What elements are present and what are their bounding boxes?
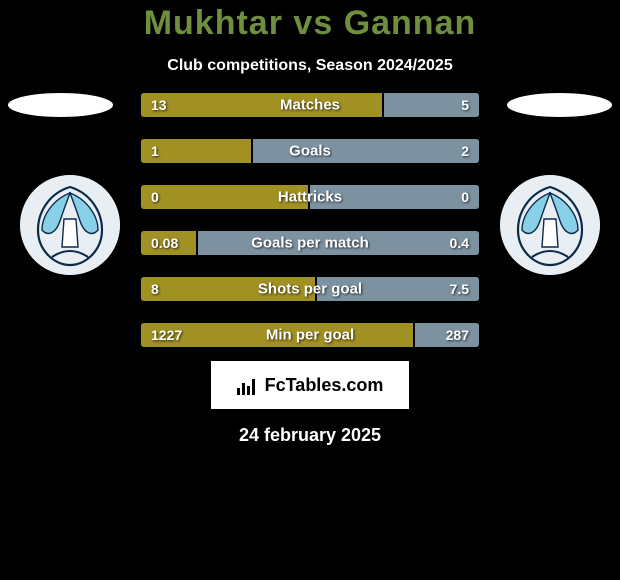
decor-ellipse-right — [507, 93, 612, 117]
stat-left-fill — [141, 277, 317, 301]
club-badge-right — [500, 175, 600, 275]
stat-right-fill — [310, 185, 479, 209]
stat-row: Min per goal1227287 — [141, 323, 479, 347]
stat-row: Goals per match0.080.4 — [141, 231, 479, 255]
stat-right-fill — [198, 231, 479, 255]
stat-row: Shots per goal87.5 — [141, 277, 479, 301]
club-crest-icon — [500, 175, 600, 275]
stat-left-fill — [141, 139, 253, 163]
subtitle: Club competitions, Season 2024/2025 — [0, 57, 620, 75]
stat-left-fill — [141, 93, 384, 117]
stat-row: Hattricks00 — [141, 185, 479, 209]
page-title: Mukhtar vs Gannan — [0, 4, 620, 43]
decor-ellipse-left — [8, 93, 113, 117]
stat-bars: Matches135 Goals12 Hattricks00 Goals per ma… — [141, 93, 479, 347]
date-text: 24 february 2025 — [0, 425, 620, 446]
title-player1: Mukhtar — [144, 4, 283, 42]
stat-right-fill — [317, 277, 479, 301]
title-vs: vs — [293, 4, 333, 42]
stat-right-fill — [253, 139, 479, 163]
stat-right-fill — [384, 93, 479, 117]
stat-left-fill — [141, 231, 198, 255]
title-player2: Gannan — [344, 4, 477, 42]
bar-chart-icon — [237, 375, 257, 395]
stat-left-fill — [141, 185, 310, 209]
root: Mukhtar vs Gannan Club competitions, Sea… — [0, 0, 620, 580]
stat-left-fill — [141, 323, 415, 347]
stat-right-fill — [415, 323, 479, 347]
stat-row: Matches135 — [141, 93, 479, 117]
attribution-text: FcTables.com — [265, 375, 384, 396]
main-area: Matches135 Goals12 Hattricks00 Goals per ma… — [0, 93, 620, 446]
attribution-box: FcTables.com — [211, 361, 409, 409]
club-crest-icon — [20, 175, 120, 275]
club-badge-left — [20, 175, 120, 275]
stat-row: Goals12 — [141, 139, 479, 163]
